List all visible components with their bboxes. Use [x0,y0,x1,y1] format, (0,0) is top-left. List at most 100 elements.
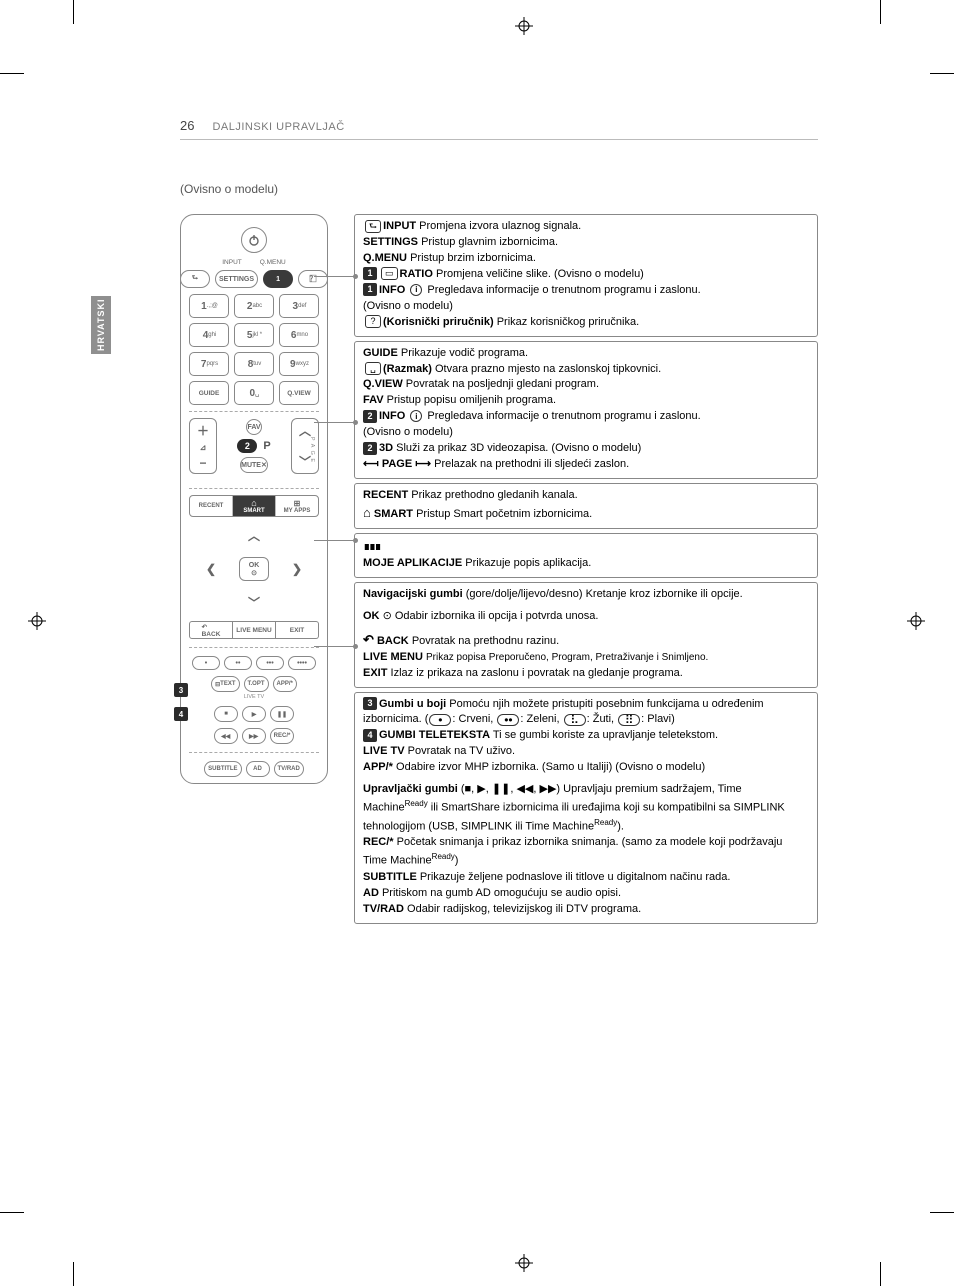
section-title: DALJINSKI UPRAVLJAČ [212,121,344,133]
yellow-oval-icon: ⠧ [564,714,586,726]
page-side-label: P A G E [309,437,315,463]
mute-btn: MUTE ✕ [240,457,268,473]
key-4: 4ghi [189,323,229,347]
key-0: 0␣ [234,381,274,405]
rew-btn: ◀◀ [214,728,238,744]
settings-btn: SETTINGS [215,270,258,288]
callout-3: 3 [174,683,188,697]
desc-box-2: GUIDE Prikazuje vodič programa. ␣(Razmak… [354,341,818,480]
back-live-exit: ↶BACK LIVE MENU EXIT [189,621,319,639]
label-row: INPUT Q.MENU [222,259,286,266]
registration-mark [907,612,925,630]
apps-icon: ∎∎∎ [363,539,380,553]
description-column: ⮑INPUT Promjena izvora ulaznog signala. … [354,214,818,924]
registration-mark [28,612,46,630]
space-icon: ␣ [365,362,381,375]
crop-mark [930,1212,954,1213]
ok-btn: OK [239,557,269,581]
volume-rocker: ＋⊿− [189,418,217,474]
badge-4: 4 [363,729,377,742]
power-button-icon [241,227,267,253]
key-2: 2abc [234,294,274,318]
stop-icon: ■ [465,783,472,795]
p-label: P [263,440,270,452]
callout-line [314,276,354,277]
dashed-separator [189,647,319,648]
page-header: 26 DALJINSKI UPRAVLJAČ [180,118,818,133]
nav-wheel: ︿ ﹀ ❮ ❯ OK [202,527,306,611]
play-icon: ▶ [477,783,485,795]
subtitle-btn: SUBTITLE [204,761,241,777]
rew-icon: ◀◀ [516,783,533,795]
ratio-icon: ▭ [381,267,398,280]
remote-column: INPUT Q.MENU ⮑ SETTINGS 1 ？⃞ 1.,;@ 2abc … [180,214,328,784]
app-btn: APP/* [273,676,297,692]
top-button-row: ⮑ SETTINGS 1 ？⃞ [180,270,328,288]
exit-btn: EXIT [276,621,319,639]
manual-icon: ? [365,315,381,328]
stop-btn: ■ [214,706,238,722]
play-btn: ▶ [242,706,266,722]
badge-3: 3 [363,697,377,710]
green-oval-icon: •• [497,714,519,726]
qmenu-label: Q.MENU [260,259,286,266]
crop-mark [880,1262,881,1286]
desc-box-6: 3Gumbi u boji Pomoću njih možete pristup… [354,692,818,924]
page-number: 26 [180,118,194,133]
fav-btn: FAV [246,419,261,435]
recent-btn: RECENT [190,496,233,516]
text-btn: ⊟TEXT [211,676,239,692]
callout-line [314,646,354,647]
livemenu-btn: LIVE MENU [233,621,276,639]
ff-btn: ▶▶ [242,728,266,744]
key-guide: GUIDE [189,381,229,405]
ok-target-icon: ⊙ [383,610,392,622]
bottom-row: SUBTITLE AD TV/RAD [204,761,304,777]
main-content: INPUT Q.MENU ⮑ SETTINGS 1 ？⃞ 1.,;@ 2abc … [180,214,818,924]
teletext-row: ⊟TEXT T.OPT APP/* [211,676,297,692]
key-1: 1.,;@ [189,294,229,318]
badge-1: 1 [363,267,377,280]
key-9: 9wxyz [279,352,319,376]
red-oval-icon: • [429,714,451,726]
manual-btn: ？⃞ [298,270,328,288]
myapps-btn: ⊞MY APPS [276,496,318,516]
tvrad-btn: TV/RAD [274,761,304,777]
key-6: 6mno [279,323,319,347]
header-rule [180,139,818,140]
desc-box-3: RECENT Prikaz prethodno gledanih kanala.… [354,483,818,529]
registration-mark [515,1254,533,1272]
color-buttons: • •• ••• •••• [192,656,316,670]
crop-mark [0,1212,24,1213]
livetv-label: LIVE TV [244,694,264,700]
crop-mark [73,1262,74,1286]
key-7: 7pqrs [189,352,229,376]
transport-row: ■ ▶ ❚❚ [214,706,294,722]
badge-1: 1 [363,283,377,296]
ad-btn: AD [246,761,270,777]
model-note: (Ovisno o modelu) [180,182,818,196]
smart-btn: ⌂SMART [233,496,276,516]
key-8: 8tuv [234,352,274,376]
crop-mark [0,73,24,74]
dashed-separator [189,752,319,753]
transport-row-2: ◀◀ ▶▶ REC/* [214,728,295,744]
key-qview: Q.VIEW [279,381,319,405]
input-label: INPUT [222,259,242,266]
back-icon: ↶ [363,632,374,647]
blue-oval-icon: ⠿ [618,714,640,726]
crop-mark [930,73,954,74]
callout-line [314,422,354,423]
ff-icon: ▶▶ [539,783,556,795]
smart-row: RECENT ⌂SMART ⊞MY APPS [189,495,319,517]
home-icon: ⌂ [363,505,371,520]
blue-btn: •••• [288,656,316,670]
desc-box-4: ∎∎∎ MOJE APLIKACIJE Prikazuje popis apli… [354,533,818,578]
badge-2: 2 [363,442,377,455]
num-badge-1: 1 [263,270,293,288]
registration-mark [515,17,533,35]
pause-btn: ❚❚ [270,706,294,722]
language-tab: HRVATSKI [91,296,111,354]
info-icon: i [410,410,422,422]
callout-line [314,540,354,541]
